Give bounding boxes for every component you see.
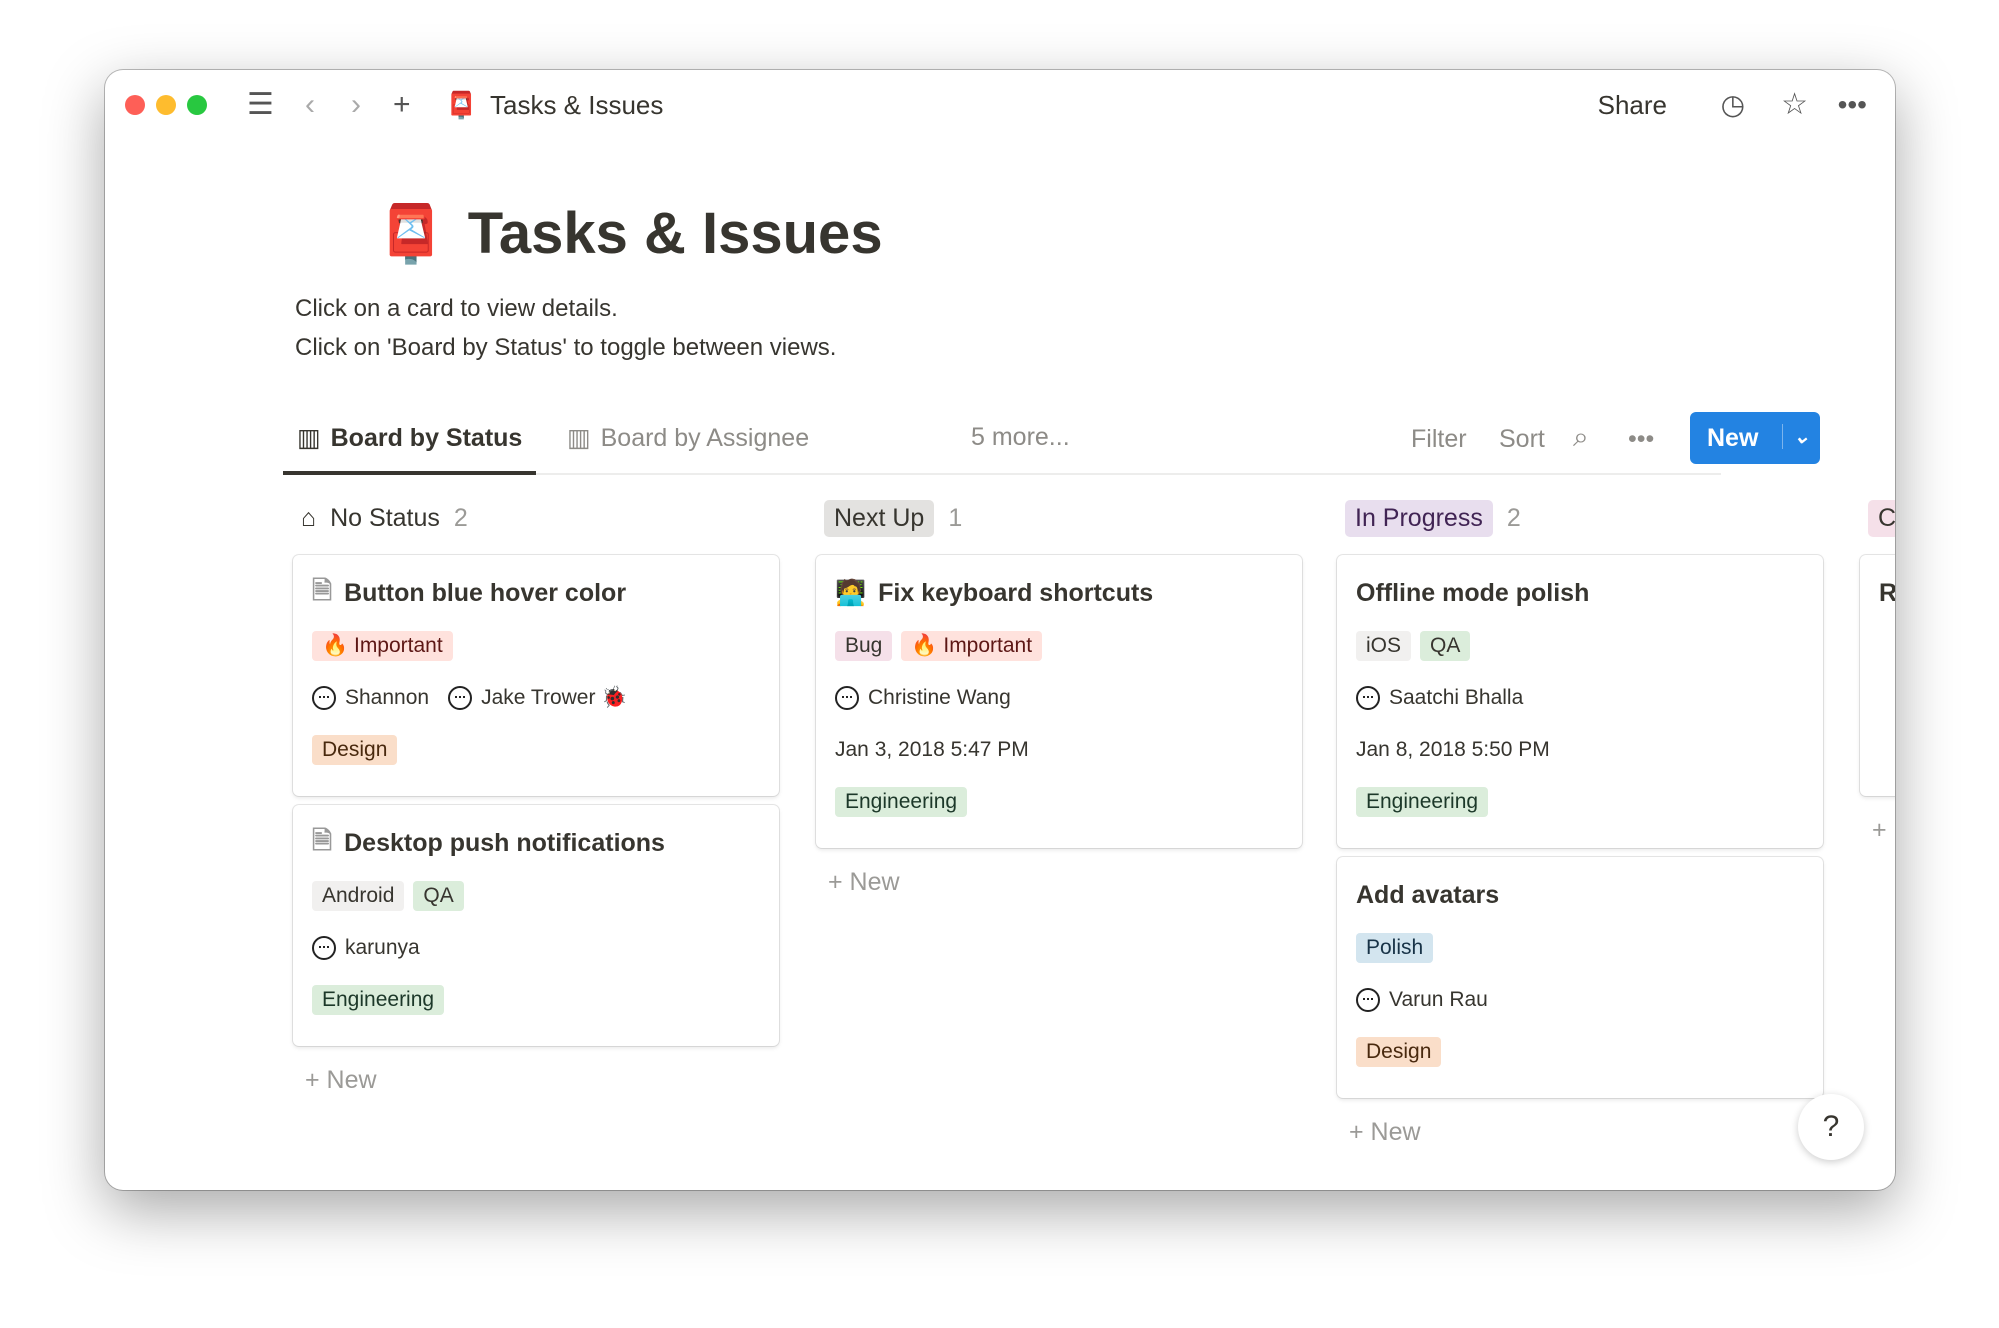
tag: iOS	[1356, 631, 1412, 661]
view-tabs: ▥ Board by Status ▥ Board by Assignee 5 mo…	[283, 412, 1820, 475]
help-button[interactable]: ?	[1798, 1094, 1864, 1160]
inbox-icon: ⌂	[301, 503, 317, 532]
page-title: 📮 Tasks & Issues	[376, 201, 883, 266]
maximize-window-button[interactable]	[187, 95, 207, 115]
tag: Engineering	[1356, 787, 1489, 817]
more-icon[interactable]: •••	[1837, 89, 1867, 120]
card[interactable]: R	[1860, 555, 1895, 796]
add-new-card-button[interactable]: + New	[1349, 1118, 1421, 1146]
menu-icon[interactable]: ☰	[247, 88, 274, 121]
tag: Polish	[1356, 933, 1434, 963]
more-views-button[interactable]: 5 more...	[971, 423, 1070, 451]
tab-board-by-assignee[interactable]: ▥ Board by Assignee	[567, 423, 810, 453]
history-icon[interactable]: ◷	[1720, 89, 1745, 120]
tag: Android	[312, 881, 405, 911]
postbox-icon: 📮	[376, 201, 446, 265]
card[interactable]: Offline mode polish iOS QA Saatchi Bhalla…	[1337, 555, 1823, 848]
column-in-progress: In Progress 2 Offline mode polish iOS QA S…	[1337, 496, 1823, 1146]
page-icon: 🗎	[312, 826, 333, 855]
page-icon: 🗎	[312, 576, 333, 605]
board-icon: ▥	[297, 424, 321, 452]
column-partial: C R +	[1860, 496, 1895, 844]
window-title: Tasks & Issues	[490, 90, 664, 120]
tag: Engineering	[312, 985, 445, 1015]
forward-icon[interactable]: ›	[351, 88, 361, 121]
add-new-card-button[interactable]: +	[1872, 816, 1887, 844]
tag: Bug	[835, 631, 893, 661]
avatar	[448, 686, 473, 710]
tab-board-by-status[interactable]: ▥ Board by Status	[283, 423, 537, 475]
tag: 🔥 Important	[312, 631, 453, 661]
app-window: ☰ ‹ › + 📮 Tasks & Issues Share ◷ ☆ ••• 📮…	[105, 70, 1895, 1190]
column-next-up: Next Up 1 🧑‍💻 Fix keyboard shortcuts Bug 🔥 …	[816, 496, 1302, 896]
new-page-icon[interactable]: +	[393, 88, 411, 121]
tag: Engineering	[835, 787, 968, 817]
board-icon: ▥	[567, 424, 591, 452]
page-description: Click on 'Board by Status' to toggle bet…	[295, 334, 837, 361]
add-new-card-button[interactable]: + New	[305, 1066, 377, 1094]
tag: QA	[413, 881, 464, 911]
share-button[interactable]: Share	[1597, 90, 1667, 120]
card[interactable]: 🧑‍💻 Fix keyboard shortcuts Bug 🔥 Important…	[816, 555, 1302, 848]
more-options-icon[interactable]: •••	[1628, 425, 1655, 453]
card[interactable]: 🗎 Button blue hover color 🔥 Important Sha…	[293, 555, 779, 796]
date: Jan 8, 2018 5:50 PM	[1356, 738, 1550, 761]
filter-button[interactable]: Filter	[1411, 425, 1467, 453]
avatar	[1356, 686, 1380, 710]
avatar	[835, 686, 859, 710]
title-bar: ☰ ‹ › + 📮 Tasks & Issues Share ◷ ☆ •••	[105, 70, 1895, 140]
column-no-status: ⌂ No Status 2 🗎 Button blue hover color 🔥 I…	[293, 496, 779, 1094]
search-icon[interactable]: ⌕	[1573, 421, 1589, 452]
close-window-button[interactable]	[125, 95, 145, 115]
technologist-icon: 🧑‍💻	[835, 578, 867, 607]
minimize-window-button[interactable]	[156, 95, 176, 115]
tag: 🔥 Important	[901, 631, 1043, 661]
postbox-icon: 📮	[445, 90, 478, 120]
chevron-down-icon[interactable]: ⌄	[1782, 424, 1810, 449]
tag: Design	[312, 735, 398, 765]
add-new-card-button[interactable]: + New	[828, 868, 900, 896]
card[interactable]: Add avatars Polish Varun Rau Design	[1337, 857, 1823, 1098]
sort-button[interactable]: Sort	[1499, 425, 1545, 453]
tag: Design	[1356, 1037, 1442, 1067]
date: Jan 3, 2018 5:47 PM	[835, 738, 1029, 761]
tag: QA	[1420, 631, 1471, 661]
avatar	[312, 936, 336, 960]
back-icon[interactable]: ‹	[305, 88, 315, 121]
star-icon[interactable]: ☆	[1781, 88, 1808, 121]
card[interactable]: 🗎 Desktop push notifications Android QA ka…	[293, 805, 779, 1046]
avatar	[312, 686, 336, 710]
new-button[interactable]: New ⌄	[1690, 412, 1820, 464]
page-description: Click on a card to view details.	[295, 295, 618, 322]
avatar	[1356, 988, 1380, 1012]
